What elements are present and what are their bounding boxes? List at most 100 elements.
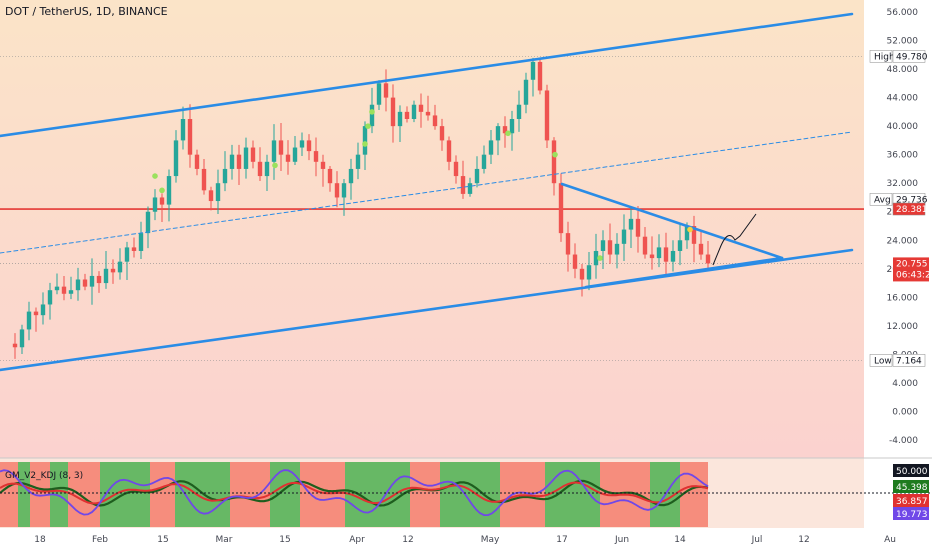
candle-body xyxy=(614,243,620,255)
indicator-value-text: 36.857 xyxy=(896,497,928,507)
candle-body xyxy=(509,119,515,134)
signal-dot xyxy=(505,130,511,137)
candle-body xyxy=(544,90,550,141)
indicator-value-text: 19.773 xyxy=(896,510,928,520)
price-axis: 56.000 52.000 48.000 44.000 40.000 36.000 32.0… xyxy=(887,8,919,446)
candle-body xyxy=(607,240,613,255)
price-tick-label: 48.000 xyxy=(887,65,919,75)
time-tick-label: 12 xyxy=(402,535,413,545)
time-tick-label: Apr xyxy=(349,535,365,545)
candle-body xyxy=(236,154,242,169)
candle-body xyxy=(397,111,403,127)
price-tick-label: 44.000 xyxy=(887,94,919,104)
signal-dot xyxy=(152,173,158,179)
time-tick-label: 15 xyxy=(279,535,290,545)
chart-title: DOT / TetherUS, 1D, BINANCE xyxy=(5,5,168,18)
candle-body xyxy=(40,304,46,316)
price-tick-label: 32.000 xyxy=(887,179,919,189)
candle-body xyxy=(75,279,81,291)
price-tick-label: 36.000 xyxy=(887,151,919,161)
candle-body xyxy=(33,311,39,316)
indicator-line-0 xyxy=(0,479,709,507)
signal-dot xyxy=(369,109,375,115)
high-label: High xyxy=(874,52,895,62)
price-tick-label: 16.000 xyxy=(887,293,919,303)
candle-body xyxy=(285,154,291,162)
candle-body xyxy=(264,161,270,177)
candle-body xyxy=(656,247,662,259)
candle-body xyxy=(600,240,606,251)
candle-body xyxy=(229,154,235,169)
candle-body xyxy=(257,161,263,177)
candle-body xyxy=(558,183,564,234)
candle-body xyxy=(691,226,697,244)
candle-body xyxy=(390,97,396,127)
candle-body xyxy=(705,254,711,264)
candle-body xyxy=(131,247,137,251)
signal-dot xyxy=(362,141,368,147)
price-tick-label: 24.000 xyxy=(887,236,919,246)
candle-body xyxy=(299,140,305,148)
time-tick-label: Au xyxy=(884,535,896,545)
low-value-box xyxy=(892,354,926,367)
candle-body xyxy=(432,115,438,127)
candle-body xyxy=(208,190,214,202)
zone-green xyxy=(50,462,68,527)
zone-green xyxy=(270,462,300,527)
signal-dot xyxy=(159,187,165,194)
candle-body xyxy=(138,233,144,251)
candle-body xyxy=(243,147,249,169)
high-label-box xyxy=(869,50,893,63)
candle-body xyxy=(523,79,529,105)
zone-green xyxy=(440,462,500,527)
candle-body xyxy=(530,61,536,80)
triangle-support xyxy=(584,256,784,289)
time-tick-label: Jun xyxy=(614,535,629,545)
trend-lines xyxy=(0,12,854,372)
price-tick-label: 40.000 xyxy=(887,122,919,132)
countdown-text: 06:43:28 xyxy=(896,270,932,280)
horizontal-lines xyxy=(0,56,864,361)
candle-body xyxy=(348,168,354,184)
time-tick-label: 18 xyxy=(34,535,46,545)
indicator-value-box xyxy=(893,507,929,520)
indicator-value-box xyxy=(893,494,929,507)
candle-body xyxy=(250,147,256,162)
last-price-text: 20.755 xyxy=(896,259,928,269)
time-tick-label: Jul xyxy=(751,535,763,545)
price-tick-label: 52.000 xyxy=(887,37,919,47)
candle-body xyxy=(222,168,228,184)
time-tick-label: 14 xyxy=(674,535,686,545)
candle-body xyxy=(278,140,284,155)
price-tick-label: 12.000 xyxy=(887,322,919,332)
high-value-text: 49.780 xyxy=(896,52,928,62)
candle-body xyxy=(61,286,67,294)
candle-body xyxy=(152,197,158,212)
candle-body xyxy=(418,104,424,112)
high-value-box xyxy=(892,50,926,63)
zone-green xyxy=(18,462,30,527)
candle-body xyxy=(495,126,501,141)
time-tick-label: 15 xyxy=(157,535,168,545)
candle-body xyxy=(411,104,417,119)
candle-body xyxy=(166,176,172,205)
candle-body xyxy=(579,268,585,280)
time-tick-label: Mar xyxy=(216,535,233,545)
zone-red xyxy=(230,462,270,527)
candle-body xyxy=(516,104,522,119)
indicator-value-text: 45.398 xyxy=(896,483,928,493)
candle-body xyxy=(649,254,655,259)
candle-body xyxy=(663,247,669,262)
candle-body xyxy=(572,254,578,269)
zone-red xyxy=(0,462,18,527)
candle-body xyxy=(376,83,382,105)
signal-dots xyxy=(152,109,693,261)
low-value-text: 7.164 xyxy=(896,356,922,366)
candle-body xyxy=(439,126,445,141)
indicator-value-box xyxy=(893,480,929,493)
candle-body xyxy=(670,250,676,262)
candle-body xyxy=(502,126,508,134)
channel-upper xyxy=(0,12,854,138)
time-tick-label: May xyxy=(481,535,500,545)
